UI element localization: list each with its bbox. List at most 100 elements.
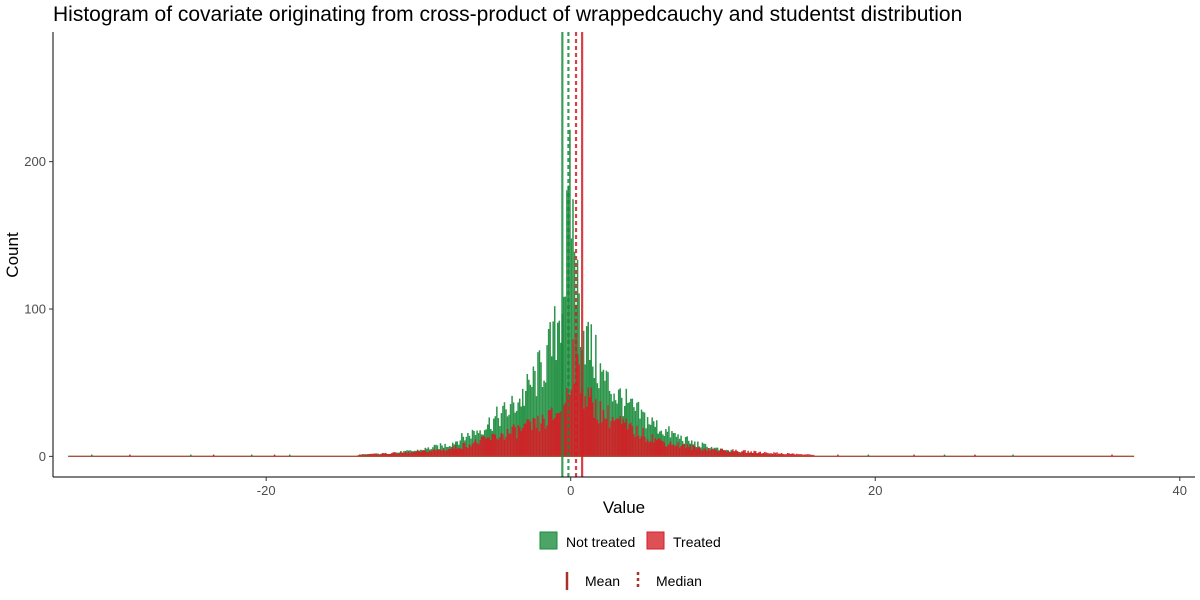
histogram-bar [441,450,443,457]
histogram-bar [511,426,513,457]
histogram-bar [427,447,430,457]
histogram-bar [703,448,705,457]
histogram-bar [470,446,472,457]
histogram-bar [526,419,529,457]
histogram-bar [595,334,597,457]
histogram-bar [569,395,571,457]
histogram-bar [671,431,673,457]
histogram-bar [741,451,743,457]
histogram-bar [774,452,777,457]
histogram-bar [735,449,737,457]
histogram-bar [497,418,500,457]
histogram-bar [438,449,440,457]
histogram-bar [407,451,410,457]
histogram-bar [572,339,574,457]
histogram-bar [582,330,585,457]
histogram-bar [757,452,760,457]
histogram-bar [494,434,497,457]
histogram-bar [631,426,634,457]
line-legend: Mean Median [565,572,702,590]
histogram-bar [473,442,475,457]
histogram-bar [643,412,646,457]
histogram-bar [633,433,635,457]
histogram-bar [418,450,420,457]
histogram-bar [694,446,696,457]
histogram-bar [674,446,676,457]
histogram-bar [490,440,492,457]
histogram-bar [642,427,644,457]
histogram-bar [639,418,641,457]
histogram-bar [432,450,434,457]
histogram-bar [706,450,708,457]
histogram-bar [660,440,663,457]
histogram-bar [387,454,390,457]
histogram-bar [762,452,765,457]
histogram-bar [531,386,533,457]
histogram-bar [598,388,600,457]
legend-label-not-treated: Not treated [566,534,635,550]
histogram-bar [521,428,524,457]
histogram-bar [427,452,430,457]
histogram-bar [557,322,559,457]
histogram-bar [493,433,495,457]
histogram-bar [392,452,395,457]
reference-lines-layer [561,32,584,477]
histogram-bar [649,424,652,457]
histogram-bar [419,452,422,457]
histogram-bar [477,444,480,457]
histogram-bar [526,373,529,457]
histogram-bar [421,450,424,457]
histogram-bar [488,417,490,457]
histogram-bar [546,345,548,457]
histogram-bar [553,417,556,457]
y-tick-label: 100 [24,302,46,317]
histogram-bar [517,425,519,457]
histogram-bar [413,452,416,457]
histogram-bar [691,449,693,457]
histogram-bar [678,447,681,457]
histogram-bar [637,435,640,457]
histogram-bar [805,454,807,457]
histogram-bar [397,453,399,457]
histogram-bar [488,437,490,457]
legend-swatch-not-treated [539,531,558,550]
histogram-bar [637,401,640,457]
histogram-bar [502,405,504,457]
histogram-bar [596,419,599,457]
histogram-bar [672,444,675,457]
histogram-bar [808,454,810,457]
histogram-bar [471,429,474,457]
histogram-bar [515,438,518,457]
legend-swatch-treated [646,531,665,550]
y-tick-label: 200 [24,154,46,169]
histogram-bar [572,199,574,457]
histogram-bar [575,333,577,457]
histogram-bar [759,451,762,457]
histogram-bar [439,443,442,457]
histogram-bar [375,454,378,457]
histogram-bar [448,449,451,457]
histogram-bar [386,453,388,457]
histogram-bar [791,453,794,457]
fill-legend: Not treated Treated [539,531,721,550]
histogram-bar [738,452,740,457]
histogram-bar [496,438,498,457]
histogram-bar [400,451,402,457]
histogram-bar [675,445,678,457]
histogram-bar [716,451,719,457]
histogram-bar [476,442,478,457]
histogram-bar [461,433,463,457]
histogram-bar [380,453,382,457]
histogram-bar [671,445,673,457]
histogram-bar [558,412,561,457]
histogram-bar [384,453,387,457]
histogram-bar [535,427,538,457]
histogram-bar [665,429,667,457]
histogram-bar [628,424,631,457]
histogram-bar [579,393,582,457]
histogram-bar [391,453,393,457]
histogram-bar [767,452,769,457]
histogram-bar [598,423,600,457]
histogram-bar [616,418,618,457]
histogram-bar [534,370,536,457]
